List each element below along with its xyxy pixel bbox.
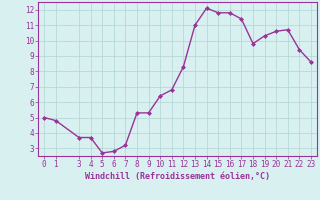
X-axis label: Windchill (Refroidissement éolien,°C): Windchill (Refroidissement éolien,°C) <box>85 172 270 181</box>
